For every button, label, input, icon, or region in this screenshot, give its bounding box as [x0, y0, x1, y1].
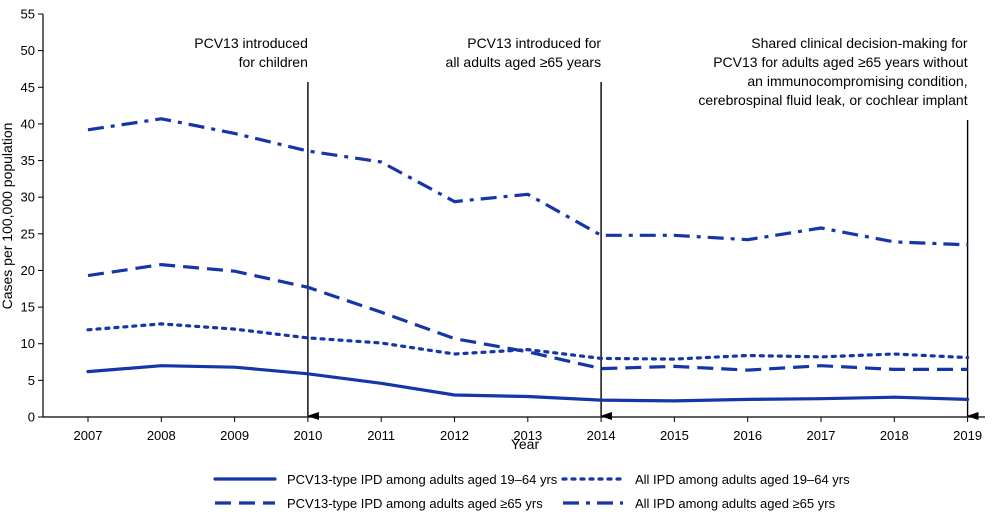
y-tick-label: 10 [21, 336, 35, 351]
x-tick-label: 2007 [74, 428, 103, 443]
x-tick-label: 2019 [953, 428, 982, 443]
annotation-text: all adults aged ≥65 years [446, 54, 602, 70]
x-tick-label: 2012 [440, 428, 469, 443]
legend-item: All IPD among adults aged 19–64 yrs [561, 472, 850, 487]
y-tick-label: 45 [21, 80, 35, 95]
axes: 0 5 10 15 20 25 30 35 40 45 50 55 2007 2008 2009 2010 20… [21, 7, 985, 443]
x-tick-label: 2018 [880, 428, 909, 443]
legend-label: PCV13-type IPD among adults aged 19–64 y… [287, 472, 558, 487]
x-tick-label: 2010 [293, 428, 322, 443]
y-tick-label: 5 [28, 373, 35, 388]
annotation: PCV13 introduced for children [194, 35, 319, 420]
annotation-text: an immunocompromising condition, [747, 73, 967, 89]
y-tick-label: 20 [21, 263, 35, 278]
annotation-text: PCV13 for adults aged ≥65 years without [713, 54, 967, 70]
x-tick-label: 2014 [587, 428, 616, 443]
y-tick-label: 0 [28, 410, 35, 425]
y-tick-label: 55 [21, 7, 35, 22]
x-axis-label: Year [511, 436, 540, 452]
legend-item: PCV13-type IPD among adults aged 19–64 y… [213, 472, 558, 487]
series-line-2 [87, 263, 968, 372]
series-line-3 [86, 322, 970, 361]
legend: PCV13-type IPD among adults aged 19–64 y… [213, 472, 850, 511]
legend-label: PCV13-type IPD among adults aged ≥65 yrs [287, 496, 543, 511]
annotation-text: PCV13 introduced [194, 35, 308, 51]
annotation-text: PCV13 introduced for [467, 35, 601, 51]
y-tick-label: 15 [21, 300, 35, 315]
legend-item: PCV13-type IPD among adults aged ≥65 yrs [215, 496, 543, 511]
y-axis-label: Cases per 100,000 population [0, 123, 15, 310]
y-tick-label: 30 [21, 190, 35, 205]
annotation: Shared clinical decision-making for PCV13… [698, 35, 979, 420]
legend-item: All IPD among adults aged ≥65 yrs [563, 496, 836, 511]
annotation-text: for children [239, 54, 308, 70]
annotation-text: cerebrospinal fluid leak, or cochlear im… [698, 92, 967, 108]
y-tick-label: 35 [21, 153, 35, 168]
series-line-1 [86, 364, 970, 403]
y-tick-label: 40 [21, 116, 35, 131]
y-tick-label: 25 [21, 226, 35, 241]
x-tick-label: 2008 [147, 428, 176, 443]
x-tick-label: 2011 [367, 428, 395, 443]
legend-label: All IPD among adults aged ≥65 yrs [635, 496, 836, 511]
annotation-text: Shared clinical decision-making for [751, 35, 968, 51]
x-tick-label: 2015 [660, 428, 689, 443]
series-lines [86, 117, 970, 403]
y-tick-label: 50 [21, 43, 35, 58]
x-tick-label: 2013 [513, 428, 542, 443]
series-line-4 [87, 117, 968, 247]
legend-label: All IPD among adults aged 19–64 yrs [635, 472, 850, 487]
x-tick-label: 2017 [807, 428, 836, 443]
x-tick-label: 2009 [220, 428, 249, 443]
annotation: PCV13 introduced for all adults aged ≥65 … [446, 35, 613, 420]
x-tick-label: 2016 [733, 428, 762, 443]
